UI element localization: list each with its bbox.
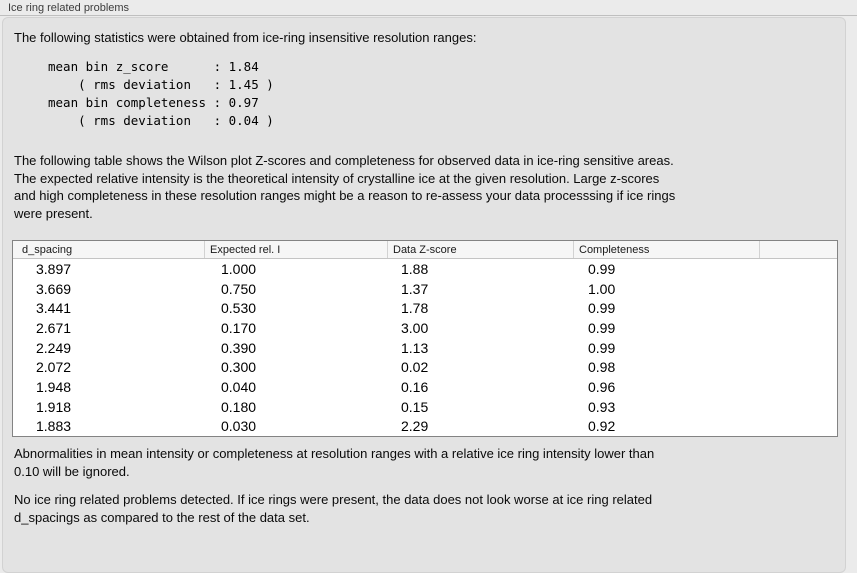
cell-extra — [759, 416, 837, 436]
table-body: 3.897 1.000 1.88 0.99 3.669 0.750 1.37 1… — [13, 259, 837, 436]
cell-extra — [759, 397, 837, 417]
conclusion-line-2: d_spacings as compared to the rest of th… — [14, 509, 310, 525]
cell-d-spacing: 1.918 — [36, 398, 72, 415]
table-row[interactable]: 2.072 0.300 0.02 0.98 — [13, 357, 837, 377]
cell-d-spacing: 1.883 — [36, 418, 72, 435]
statistics-block: mean bin z_score : 1.84 ( rms deviation … — [48, 59, 274, 128]
cell-data-z-score: 1.37 — [401, 280, 429, 297]
cell-data-z-score: 1.13 — [401, 339, 429, 356]
top-divider — [0, 15, 857, 16]
cell-expected-rel-i: 0.180 — [221, 398, 257, 415]
description-line-4: were present. — [14, 205, 93, 221]
cell-expected-rel-i: 0.530 — [221, 300, 257, 317]
cell-d-spacing: 1.948 — [36, 378, 72, 395]
table-row[interactable]: 3.669 0.750 1.37 1.00 — [13, 279, 837, 299]
cell-d-spacing: 3.441 — [36, 300, 72, 317]
cell-extra — [759, 279, 837, 299]
cell-expected-rel-i: 0.040 — [221, 378, 257, 395]
cell-completeness: 0.93 — [588, 398, 616, 415]
cell-data-z-score: 0.16 — [401, 378, 429, 395]
table-row[interactable]: 3.441 0.530 1.78 0.99 — [13, 298, 837, 318]
cell-completeness: 0.99 — [588, 300, 616, 317]
cell-d-spacing: 2.072 — [36, 359, 72, 376]
cell-expected-rel-i: 0.750 — [221, 280, 257, 297]
cell-completeness: 0.99 — [588, 260, 616, 277]
ignore-note-line-2: 0.10 will be ignored. — [14, 463, 130, 479]
conclusion-text: No ice ring related problems detected. I… — [14, 491, 652, 526]
cell-data-z-score: 3.00 — [401, 319, 429, 336]
panel-title: Ice ring related problems — [8, 2, 130, 14]
cell-data-z-score: 0.15 — [401, 398, 429, 415]
cell-completeness: 1.00 — [588, 280, 616, 297]
cell-completeness: 0.99 — [588, 339, 616, 356]
cell-expected-rel-i: 0.170 — [221, 319, 257, 336]
column-header-data-z-score[interactable]: Data Z-score — [387, 241, 573, 258]
cell-extra — [759, 259, 837, 279]
cell-d-spacing: 3.669 — [36, 280, 72, 297]
column-header-expected-rel-i[interactable]: Expected rel. I — [204, 241, 387, 258]
cell-data-z-score: 2.29 — [401, 418, 429, 435]
cell-completeness: 0.98 — [588, 359, 616, 376]
column-header-completeness[interactable]: Completeness — [573, 241, 759, 258]
cell-expected-rel-i: 0.390 — [221, 339, 257, 356]
cell-expected-rel-i: 0.030 — [221, 418, 257, 435]
cell-extra — [759, 298, 837, 318]
cell-data-z-score: 0.02 — [401, 359, 429, 376]
cell-expected-rel-i: 1.000 — [221, 260, 257, 277]
cell-d-spacing: 2.249 — [36, 339, 72, 356]
cell-completeness: 0.99 — [588, 319, 616, 336]
cell-extra — [759, 377, 837, 397]
cell-data-z-score: 1.78 — [401, 300, 429, 317]
cell-completeness: 0.92 — [588, 418, 616, 435]
table-row[interactable]: 1.918 0.180 0.15 0.93 — [13, 397, 837, 417]
table-row[interactable]: 1.883 0.030 2.29 0.92 — [13, 416, 837, 436]
table-row[interactable]: 2.249 0.390 1.13 0.99 — [13, 338, 837, 358]
cell-extra — [759, 318, 837, 338]
description-line-2: The expected relative intensity is the t… — [14, 170, 660, 186]
description-line-3: and high completeness in these resolutio… — [14, 188, 676, 203]
cell-completeness: 0.96 — [588, 378, 616, 395]
ignore-note-line-1: Abnormalities in mean intensity or compl… — [14, 446, 655, 461]
cell-extra — [759, 338, 837, 358]
cell-d-spacing: 3.897 — [36, 260, 72, 277]
description-line-1: The following table shows the Wilson plo… — [14, 153, 674, 168]
table-header-row: d_spacing Expected rel. I Data Z-score C… — [13, 241, 837, 259]
cell-expected-rel-i: 0.300 — [221, 359, 257, 376]
ice-ring-table: d_spacing Expected rel. I Data Z-score C… — [12, 240, 838, 437]
ignore-note-text: Abnormalities in mean intensity or compl… — [14, 445, 654, 480]
cell-data-z-score: 1.88 — [401, 260, 429, 277]
conclusion-line-1: No ice ring related problems detected. I… — [14, 492, 653, 507]
intro-text: The following statistics were obtained f… — [14, 30, 477, 45]
table-row[interactable]: 1.948 0.040 0.16 0.96 — [13, 377, 837, 397]
table-row[interactable]: 2.671 0.170 3.00 0.99 — [13, 318, 837, 338]
column-header-extra — [759, 241, 837, 258]
table-row[interactable]: 3.897 1.000 1.88 0.99 — [13, 259, 837, 279]
cell-extra — [759, 357, 837, 377]
cell-d-spacing: 2.671 — [36, 319, 72, 336]
column-header-d-spacing[interactable]: d_spacing — [22, 243, 73, 256]
description-text: The following table shows the Wilson plo… — [14, 152, 675, 222]
